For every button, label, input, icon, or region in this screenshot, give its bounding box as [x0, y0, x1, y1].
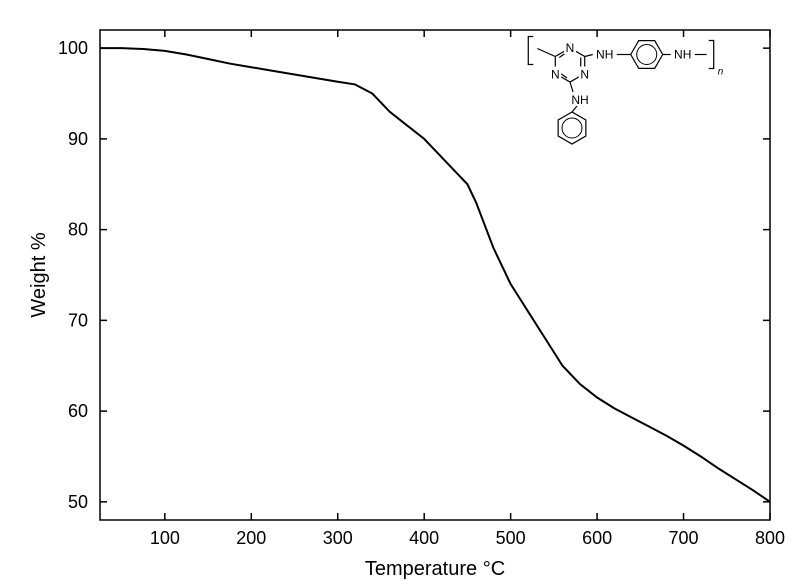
svg-text:N: N	[566, 41, 575, 55]
svg-text:400: 400	[409, 528, 439, 548]
svg-text:600: 600	[582, 528, 612, 548]
svg-text:n: n	[718, 67, 724, 78]
svg-text:60: 60	[68, 401, 88, 421]
svg-text:50: 50	[68, 492, 88, 512]
tga-chart: 100 200 300 400 500 600 700 800 50 60 70 80 90 100 Tem…	[0, 0, 800, 588]
svg-text:200: 200	[236, 528, 266, 548]
svg-text:70: 70	[68, 310, 88, 330]
svg-text:Temperature °C: Temperature °C	[365, 558, 505, 580]
svg-text:500: 500	[496, 528, 526, 548]
svg-text:NH: NH	[596, 48, 613, 62]
svg-text:90: 90	[68, 129, 88, 149]
svg-text:N: N	[580, 68, 589, 82]
svg-text:100: 100	[150, 528, 180, 548]
svg-text:800: 800	[755, 528, 785, 548]
svg-text:N: N	[551, 68, 560, 82]
svg-text:Weight %: Weight %	[28, 232, 50, 317]
svg-text:NH: NH	[674, 48, 691, 62]
svg-text:NH: NH	[571, 93, 588, 107]
chart-container: 100 200 300 400 500 600 700 800 50 60 70 80 90 100 Tem…	[0, 0, 800, 588]
svg-text:100: 100	[58, 38, 88, 58]
svg-text:300: 300	[323, 528, 353, 548]
svg-text:700: 700	[669, 528, 699, 548]
svg-text:80: 80	[68, 220, 88, 240]
